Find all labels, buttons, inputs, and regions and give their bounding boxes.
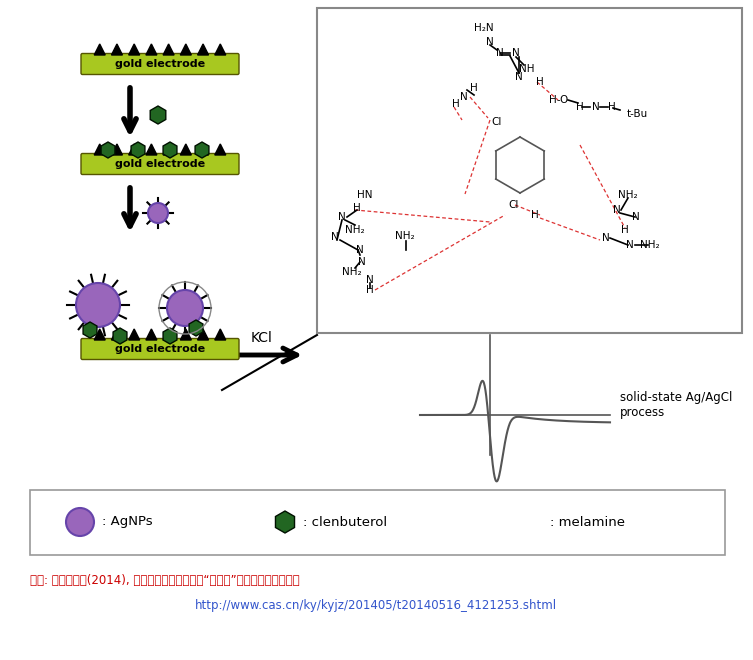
Text: t-Bu: t-Bu (626, 109, 648, 119)
Text: N: N (358, 257, 366, 267)
Text: H: H (531, 210, 539, 220)
Text: solid-state Ag/AgCl
process: solid-state Ag/AgCl process (620, 391, 733, 419)
Text: N: N (366, 275, 374, 285)
Text: N: N (602, 233, 610, 243)
Text: H: H (470, 83, 478, 93)
Polygon shape (189, 320, 203, 336)
Polygon shape (276, 511, 294, 533)
Text: H: H (536, 77, 544, 87)
Polygon shape (94, 329, 105, 340)
Text: N: N (512, 48, 520, 58)
Text: N: N (338, 212, 346, 222)
Text: -O: -O (557, 95, 569, 105)
Polygon shape (197, 329, 209, 340)
Polygon shape (83, 322, 97, 338)
Polygon shape (150, 106, 166, 124)
Text: H₂N: H₂N (474, 23, 494, 33)
Text: N: N (356, 245, 364, 255)
Polygon shape (163, 44, 174, 55)
Text: : AgNPs: : AgNPs (102, 515, 153, 529)
Polygon shape (197, 144, 209, 155)
Text: : clenbuterol: : clenbuterol (303, 515, 387, 529)
Text: H: H (366, 285, 374, 295)
FancyBboxPatch shape (81, 154, 239, 174)
Polygon shape (94, 44, 105, 55)
Text: gold electrode: gold electrode (115, 159, 205, 169)
Circle shape (167, 290, 203, 326)
Text: H: H (621, 225, 629, 235)
Polygon shape (163, 144, 174, 155)
Text: H: H (452, 99, 460, 109)
Text: NH₂: NH₂ (345, 225, 364, 235)
Polygon shape (111, 329, 123, 340)
Polygon shape (517, 506, 543, 526)
Circle shape (66, 508, 94, 536)
Text: NH₂: NH₂ (640, 240, 660, 250)
Text: http://www.cas.cn/ky/kyjz/201405/t20140516_4121253.shtml: http://www.cas.cn/ky/kyjz/201405/t201405… (195, 599, 557, 612)
Circle shape (148, 203, 168, 223)
Polygon shape (146, 44, 157, 55)
Text: gold electrode: gold electrode (115, 344, 205, 354)
Polygon shape (113, 328, 127, 344)
Text: 자료: 중국과학원(2014), 苏州医工所研制出检测“瘦肉精”的新型电化学传感器: 자료: 중국과학원(2014), 苏州医工所研制出检测“瘦肉精”的新型电化学传感… (30, 574, 300, 587)
Text: H: H (608, 102, 616, 112)
Polygon shape (215, 144, 226, 155)
Text: : melamine: : melamine (550, 515, 625, 529)
Polygon shape (197, 44, 209, 55)
Text: NH: NH (520, 64, 535, 74)
FancyBboxPatch shape (81, 53, 239, 75)
Text: N: N (592, 102, 600, 112)
Polygon shape (94, 144, 105, 155)
Polygon shape (101, 142, 115, 158)
Polygon shape (195, 142, 209, 158)
Polygon shape (163, 328, 177, 344)
Text: Cl: Cl (492, 117, 502, 127)
FancyBboxPatch shape (81, 339, 239, 360)
Polygon shape (163, 142, 177, 158)
Polygon shape (180, 144, 191, 155)
Polygon shape (180, 44, 191, 55)
Text: H: H (353, 203, 361, 213)
Polygon shape (129, 44, 139, 55)
Polygon shape (146, 329, 157, 340)
Polygon shape (215, 329, 226, 340)
Polygon shape (146, 144, 157, 155)
Polygon shape (180, 329, 191, 340)
Text: Cl: Cl (509, 200, 519, 210)
Text: N: N (613, 205, 621, 215)
Polygon shape (111, 44, 123, 55)
Text: NH₂: NH₂ (342, 267, 361, 277)
Circle shape (76, 283, 120, 327)
Text: H: H (549, 95, 557, 105)
Text: H: H (576, 102, 584, 112)
Polygon shape (111, 144, 123, 155)
Text: N: N (331, 232, 339, 242)
Polygon shape (129, 329, 139, 340)
Text: HN: HN (357, 190, 373, 200)
Text: N: N (496, 48, 504, 58)
Text: N: N (515, 72, 523, 82)
Text: N: N (460, 92, 468, 102)
Text: N: N (632, 212, 640, 222)
Text: gold electrode: gold electrode (115, 59, 205, 69)
FancyBboxPatch shape (30, 490, 725, 555)
Polygon shape (215, 44, 226, 55)
Text: N: N (626, 240, 634, 250)
Text: NH₂: NH₂ (395, 231, 415, 241)
Text: KCl: KCl (251, 331, 273, 345)
Text: N: N (486, 37, 494, 47)
FancyBboxPatch shape (317, 8, 742, 333)
Polygon shape (129, 144, 139, 155)
Polygon shape (163, 329, 174, 340)
Polygon shape (131, 142, 145, 158)
Text: NH₂: NH₂ (618, 190, 638, 200)
